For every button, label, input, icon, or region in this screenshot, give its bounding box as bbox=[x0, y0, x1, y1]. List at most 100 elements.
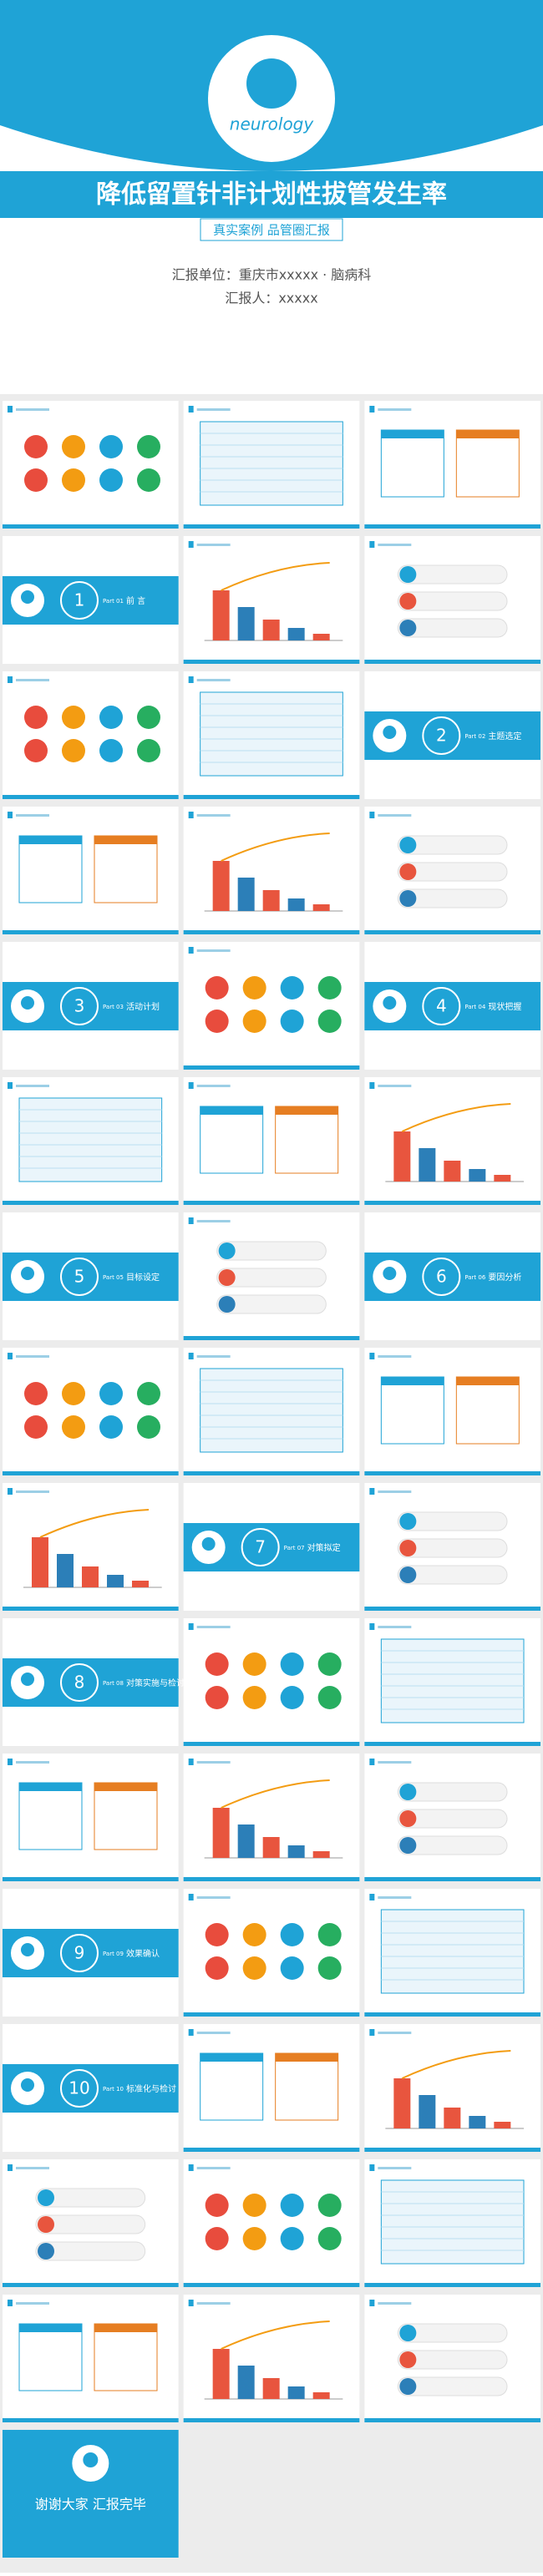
table bbox=[200, 1368, 343, 1453]
slide-header-mark bbox=[8, 812, 13, 818]
section-number: 6 bbox=[436, 1267, 447, 1287]
slide-header-mark bbox=[369, 1759, 375, 1765]
slide-header-line bbox=[16, 408, 49, 411]
icon bbox=[317, 976, 342, 1000]
bar bbox=[444, 2108, 461, 2128]
pill bbox=[216, 1268, 327, 1288]
icon bbox=[205, 1956, 229, 1980]
section-number-circle bbox=[241, 1528, 280, 1566]
bar bbox=[312, 634, 330, 640]
slide-header-mark bbox=[369, 1488, 375, 1495]
slide-header-line bbox=[196, 1355, 231, 1358]
box-head bbox=[19, 1783, 82, 1791]
pill-dot bbox=[399, 1513, 417, 1530]
box-head bbox=[456, 1377, 520, 1385]
slide bbox=[183, 1348, 360, 1475]
icon bbox=[99, 706, 123, 729]
slide-footer bbox=[364, 2283, 540, 2287]
bar bbox=[393, 1131, 411, 1182]
slide-footer bbox=[364, 1742, 540, 1746]
slide-header-mark bbox=[369, 406, 375, 412]
icon bbox=[137, 706, 160, 729]
slide: 7 Part 07 对策拟定 bbox=[183, 1483, 360, 1611]
curve bbox=[221, 1779, 330, 1809]
slide-header-line bbox=[16, 2167, 49, 2169]
section-logo-head bbox=[21, 996, 34, 1010]
icon bbox=[62, 435, 85, 458]
pill-dot bbox=[399, 2351, 417, 2368]
slide-footer bbox=[183, 2418, 360, 2422]
slide bbox=[3, 2159, 179, 2287]
box bbox=[18, 2323, 83, 2391]
bar bbox=[312, 904, 330, 911]
pill-dot bbox=[399, 863, 417, 880]
curve bbox=[221, 2320, 330, 2350]
pill bbox=[397, 888, 508, 908]
slide-bg bbox=[183, 2295, 360, 2422]
slide-header-mark bbox=[369, 1894, 375, 1900]
pill bbox=[35, 2241, 146, 2261]
box-head bbox=[94, 1783, 157, 1791]
icon bbox=[205, 2227, 229, 2250]
box bbox=[94, 835, 158, 903]
pill-dot bbox=[399, 1810, 417, 1827]
slide-header-mark bbox=[188, 1623, 194, 1630]
bar bbox=[419, 1148, 436, 1182]
slide: 谢谢大家 汇报完毕 bbox=[3, 2430, 179, 2558]
section-part: Part 08 bbox=[103, 1680, 124, 1687]
slide bbox=[3, 1348, 179, 1475]
slide-header-mark bbox=[369, 812, 375, 818]
icon bbox=[317, 1956, 342, 1980]
bar bbox=[494, 2122, 511, 2128]
bar bbox=[107, 1575, 124, 1587]
slide-footer bbox=[183, 930, 360, 934]
icon bbox=[280, 1010, 304, 1033]
pill-dot bbox=[38, 2189, 54, 2206]
slide-footer bbox=[3, 795, 179, 799]
box bbox=[18, 835, 83, 903]
section-number-circle bbox=[60, 2069, 99, 2108]
pill-dot bbox=[399, 2378, 417, 2395]
bar bbox=[212, 861, 230, 911]
bar bbox=[287, 2386, 305, 2399]
slide-footer bbox=[364, 2418, 540, 2422]
pill bbox=[35, 2188, 146, 2208]
slide bbox=[183, 1212, 360, 1340]
slide-header-mark bbox=[369, 1623, 375, 1630]
slide-header-line bbox=[16, 2302, 49, 2305]
pill-dot bbox=[399, 1566, 417, 1583]
slide-footer bbox=[183, 1336, 360, 1340]
bar bbox=[57, 1554, 74, 1587]
icon bbox=[242, 2194, 266, 2217]
icon bbox=[280, 1652, 304, 1676]
slide-footer bbox=[364, 1607, 540, 1611]
icon bbox=[242, 1652, 266, 1676]
cover-title: 降低留置针非计划性拔管发生率 bbox=[96, 180, 447, 210]
slide-header-mark bbox=[369, 1353, 375, 1359]
icon bbox=[317, 2194, 342, 2217]
slide bbox=[183, 1754, 360, 1881]
slide bbox=[364, 1483, 540, 1611]
pill-dot bbox=[399, 890, 417, 907]
pill bbox=[397, 1782, 508, 1802]
slide-header-mark bbox=[188, 406, 194, 412]
icon bbox=[99, 739, 123, 762]
icon bbox=[280, 1686, 304, 1709]
section-logo-head bbox=[21, 1673, 34, 1686]
slide-header-line bbox=[378, 1355, 412, 1358]
box bbox=[18, 1782, 83, 1850]
table bbox=[380, 1638, 525, 1723]
slide-bg bbox=[183, 1618, 360, 1746]
slide-header-mark bbox=[188, 1759, 194, 1765]
box-head bbox=[200, 1106, 263, 1115]
section-number: 9 bbox=[74, 1943, 85, 1963]
bar bbox=[262, 2378, 280, 2399]
bar bbox=[312, 2392, 330, 2399]
pill bbox=[397, 1538, 508, 1558]
slide-header-line bbox=[16, 1761, 49, 1764]
slide bbox=[183, 1889, 360, 2017]
icon bbox=[280, 2227, 304, 2250]
icon bbox=[205, 976, 229, 1000]
slide bbox=[364, 2295, 540, 2422]
slide: 8 Part 08 对策实施与检讨 bbox=[3, 1618, 185, 1746]
